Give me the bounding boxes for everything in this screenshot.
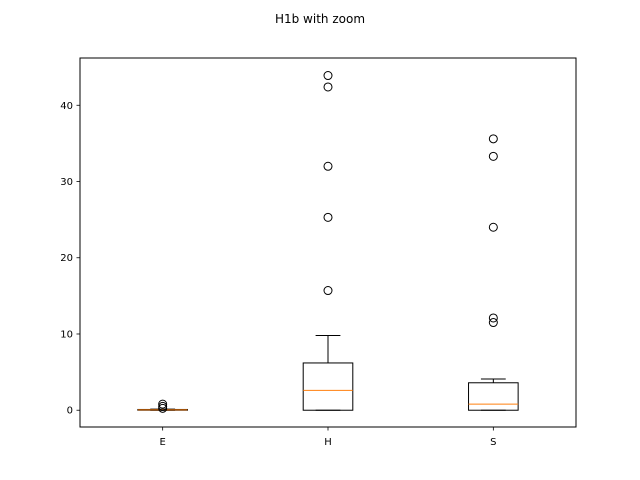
chart-title: H1b with zoom xyxy=(275,12,365,26)
outlier-point xyxy=(488,151,498,161)
outlier-point xyxy=(323,82,333,92)
outlier-point xyxy=(323,161,333,171)
x-tick-label: E xyxy=(160,437,166,448)
x-tick-label: H xyxy=(324,437,332,448)
y-tick-label: 20 xyxy=(60,253,73,264)
plot-frame xyxy=(79,57,577,428)
plot-area xyxy=(80,58,576,427)
y-tick-label: 0 xyxy=(67,406,73,417)
outlier-point xyxy=(323,71,333,81)
outlier-point xyxy=(488,222,498,232)
x-tick-label: S xyxy=(490,437,496,448)
outlier-point xyxy=(323,212,333,222)
outlier-point xyxy=(323,286,333,296)
outlier-point xyxy=(488,313,498,323)
y-tick-label: 40 xyxy=(60,101,73,112)
y-tick-label: 10 xyxy=(60,329,73,340)
box-S xyxy=(468,134,519,411)
outlier-point xyxy=(488,134,498,144)
y-tick-label: 30 xyxy=(60,177,73,188)
box-H xyxy=(302,71,354,411)
box-E xyxy=(137,399,188,413)
outlier-point xyxy=(488,318,498,328)
y-axis: 0 10 20 30 40 xyxy=(60,101,80,417)
box-plots xyxy=(137,71,519,413)
outlier-point xyxy=(158,399,168,409)
outlier-point xyxy=(158,401,168,411)
